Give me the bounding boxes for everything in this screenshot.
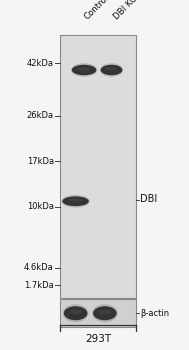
Ellipse shape xyxy=(105,67,118,71)
Text: 4.6kDa: 4.6kDa xyxy=(24,263,54,272)
Ellipse shape xyxy=(62,196,89,206)
Ellipse shape xyxy=(72,65,96,75)
Ellipse shape xyxy=(77,67,91,71)
Bar xyxy=(60,299,136,327)
Ellipse shape xyxy=(61,195,90,208)
Ellipse shape xyxy=(68,198,83,202)
Bar xyxy=(60,35,136,298)
Ellipse shape xyxy=(93,306,117,320)
Ellipse shape xyxy=(98,309,111,314)
Text: Control: Control xyxy=(82,0,111,21)
Ellipse shape xyxy=(92,304,118,322)
Ellipse shape xyxy=(71,63,97,77)
Ellipse shape xyxy=(100,63,123,77)
Text: 17kDa: 17kDa xyxy=(27,156,54,166)
Ellipse shape xyxy=(101,65,122,75)
Text: DBI KO: DBI KO xyxy=(112,0,140,21)
Text: 42kDa: 42kDa xyxy=(27,58,54,68)
Text: DBI: DBI xyxy=(140,195,157,204)
Ellipse shape xyxy=(64,306,87,320)
Text: 26kDa: 26kDa xyxy=(27,111,54,120)
Text: 10kDa: 10kDa xyxy=(27,202,54,211)
Text: 293T: 293T xyxy=(85,335,111,344)
Text: 1.7kDa: 1.7kDa xyxy=(24,281,54,290)
Text: β-actin: β-actin xyxy=(140,309,169,318)
Ellipse shape xyxy=(69,309,82,314)
Ellipse shape xyxy=(63,304,88,322)
